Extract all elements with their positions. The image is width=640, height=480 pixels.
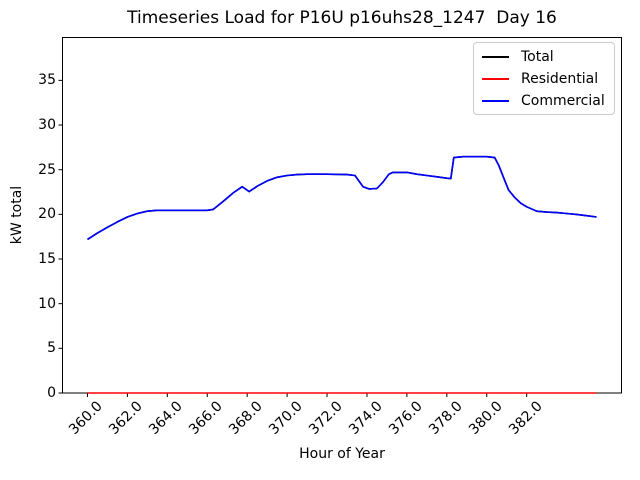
legend-label-commercial: Commercial (521, 92, 605, 109)
legend-label-residential: Residential (521, 70, 599, 87)
commercial-line (87, 155, 597, 241)
y-tick-label: 20 (38, 206, 56, 223)
legend-label-total: Total (521, 48, 554, 65)
y-tick-label: 25 (38, 161, 56, 178)
total-line (87, 155, 597, 241)
total-line-swatch (482, 55, 509, 58)
chart-title: Timeseries Load for P16U p16uhs28_1247 D… (127, 8, 557, 28)
legend-item-residential: Residential (482, 70, 606, 87)
legend-item-total: Total (482, 48, 606, 65)
residential-line-swatch (482, 77, 509, 80)
y-tick-label: 15 (38, 251, 56, 268)
y-tick-label: 5 (47, 340, 56, 357)
y-tick-label: 0 (47, 385, 56, 401)
legend-item-commercial: Commercial (482, 92, 606, 109)
y-tick-label: 30 (38, 117, 56, 134)
commercial-line-swatch (482, 99, 509, 102)
legend: Total Residential Commercial (473, 42, 615, 115)
y-tick-label: 10 (38, 295, 56, 312)
x-axis-label: Hour of Year (299, 446, 385, 462)
y-tick-label: 35 (38, 72, 56, 89)
